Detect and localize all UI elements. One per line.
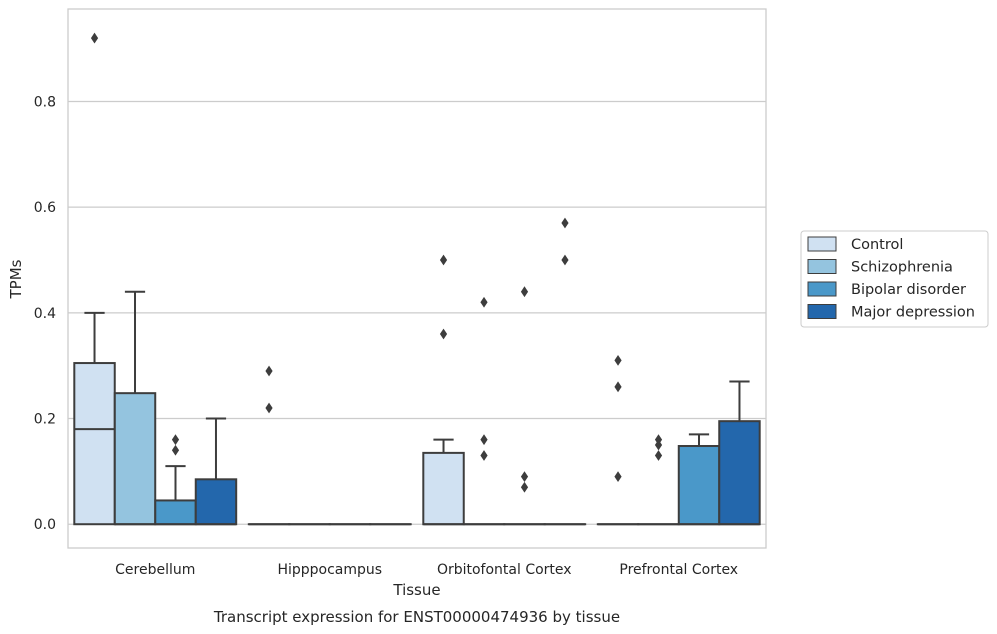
x-tick-label: Orbitofontal Cortex [437, 562, 572, 578]
outlier-point [520, 481, 529, 493]
box [154, 499, 197, 526]
box-major-depression [194, 417, 238, 526]
y-tick-label: 0.2 [34, 412, 56, 428]
outlier-point [561, 217, 569, 229]
y-tick-label: 0.0 [34, 517, 56, 533]
x-tick-labels: Cerebellum Hipppocampus Orbitofontal Corte… [115, 562, 738, 578]
box [718, 420, 761, 526]
box [73, 362, 116, 526]
outlier-point [439, 328, 448, 340]
box-bipolar-disorder [677, 433, 721, 526]
legend: Control Schizophrenia Bipolar disorder Majo… [800, 230, 989, 328]
x-tick-label: Cerebellum [115, 562, 195, 578]
box-schizophrenia [113, 290, 157, 526]
legend-label: Control [851, 237, 903, 253]
x-axis-label: Tissue [392, 581, 440, 599]
y-tick-label: 0.6 [34, 200, 56, 216]
chart-caption: Transcript expression for ENST0000047493… [213, 608, 620, 626]
box-major-depression [543, 217, 587, 526]
outlier-point [171, 444, 180, 456]
outlier-point [90, 32, 99, 44]
outlier-point [614, 381, 622, 393]
gridlines [68, 100, 766, 525]
outlier-point [480, 434, 488, 446]
legend-label: Schizophrenia [851, 260, 953, 276]
outlier-point [265, 365, 273, 377]
box [677, 445, 721, 526]
legend-swatch [807, 304, 837, 319]
legend-frame [800, 230, 989, 328]
legend-swatch [807, 281, 837, 297]
y-tick-label: 0.8 [34, 94, 56, 110]
legend-swatch [807, 259, 837, 274]
outlier-point [439, 254, 448, 266]
box-bipolar-disorder [154, 434, 197, 526]
outlier-point [561, 254, 569, 266]
outlier-point [520, 471, 529, 483]
outlier-point [265, 402, 273, 414]
outlier-point [614, 471, 622, 483]
legend-swatch [807, 236, 837, 252]
box [113, 392, 157, 526]
box-bipolar-disorder [503, 286, 546, 526]
outlier-point [171, 434, 180, 446]
box-control [596, 355, 640, 526]
plot-frame [67, 8, 767, 549]
legend-label: Bipolar disorder [851, 282, 966, 298]
outlier-point [520, 286, 529, 298]
box [194, 478, 238, 526]
outlier-point [480, 296, 488, 308]
box-control [422, 254, 465, 526]
y-tick-label: 0.4 [34, 306, 56, 322]
y-tick-labels: 0.0 0.2 0.4 0.6 0.8 [34, 94, 56, 533]
y-axis-label: TPMs [7, 259, 25, 299]
box-control [73, 32, 116, 526]
x-tick-label: Prefrontal Cortex [619, 562, 738, 578]
box-major-depression [718, 380, 761, 526]
x-tick-label: Hipppocampus [277, 562, 382, 578]
outlier-point [654, 434, 663, 446]
legend-label: Major depression [851, 305, 975, 321]
outlier-point [614, 355, 622, 366]
box [422, 451, 465, 526]
boxes [73, 32, 761, 526]
outlier-point [480, 450, 488, 461]
box-schizophrenia [462, 296, 506, 526]
box-control [247, 365, 291, 526]
box-schizophrenia [637, 434, 680, 526]
outlier-point [654, 450, 663, 461]
